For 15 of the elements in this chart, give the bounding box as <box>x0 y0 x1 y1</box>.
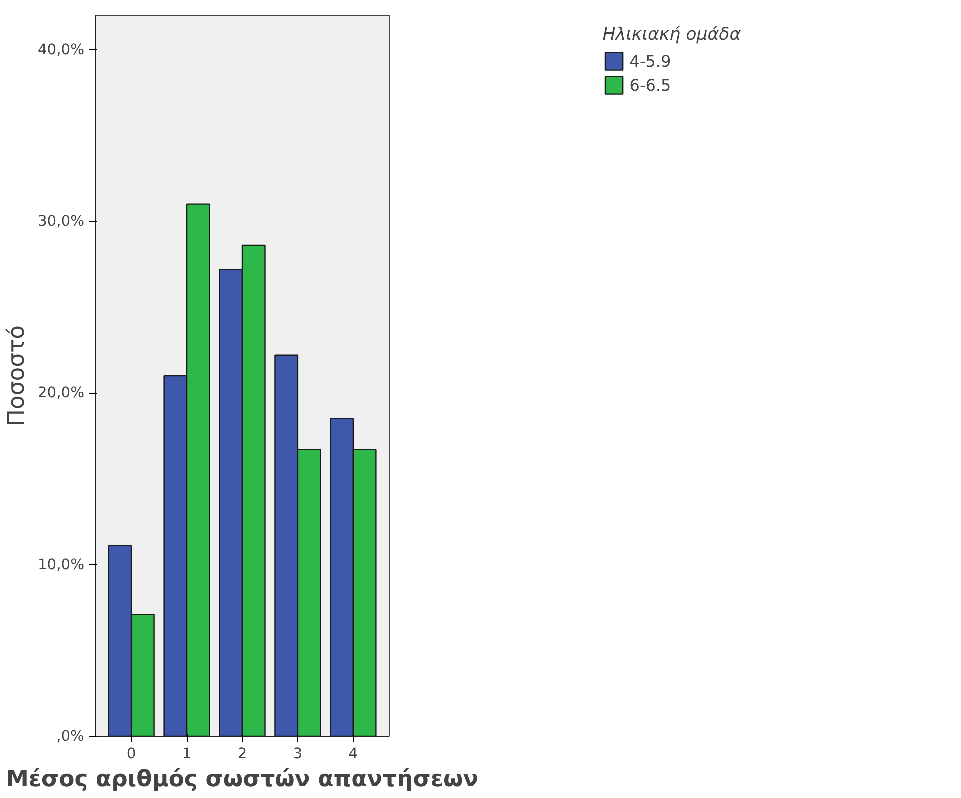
legend-label: 4-5.9 <box>630 52 672 70</box>
x-tick-label: 3 <box>293 746 303 762</box>
y-tick-label: 30,0% <box>38 213 85 230</box>
y-tick-label: 10,0% <box>38 556 85 574</box>
x-tick-label: 1 <box>182 746 192 762</box>
x-tick-label: 4 <box>348 746 358 762</box>
y-axis-title: Ποσοστό <box>4 326 30 426</box>
legend-title: Ηλικιακή ομάδα <box>602 25 742 45</box>
y-tick-label: 20,0% <box>38 384 85 402</box>
x-tick-label: 0 <box>126 746 136 762</box>
x-axis-title: Μέσος αριθμός σωστών απαντήσεων <box>6 766 479 792</box>
x-tick-label: 2 <box>238 746 248 762</box>
y-tick-label: 40,0% <box>38 41 85 58</box>
y-tick-label: ,0% <box>56 728 85 745</box>
legend-label: 6-6.5 <box>630 76 672 94</box>
